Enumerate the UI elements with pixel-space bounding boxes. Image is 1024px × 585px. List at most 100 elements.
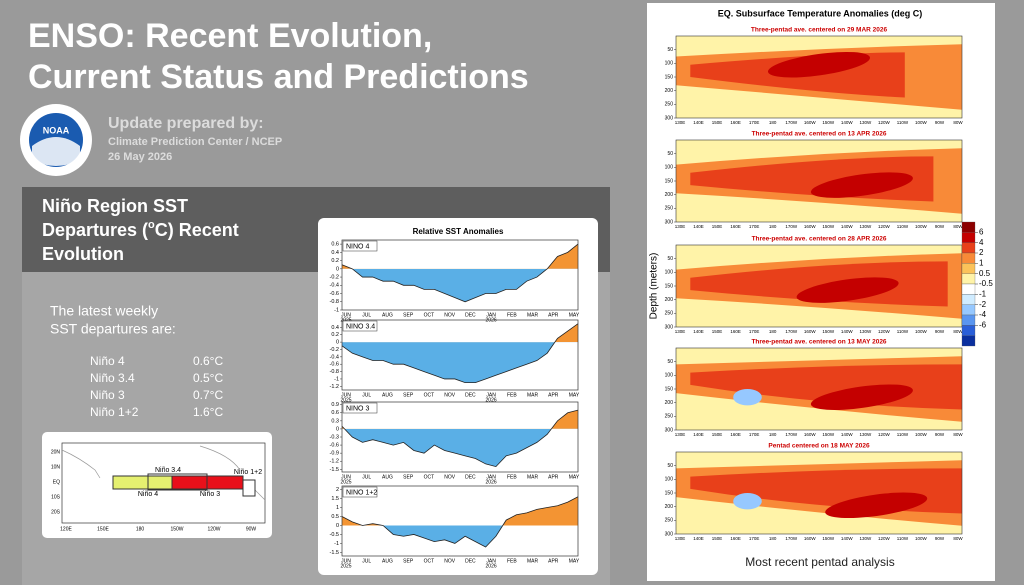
lon-label: 90W [935, 432, 945, 437]
series-line [341, 243, 579, 303]
year-label: 2026 [486, 479, 497, 485]
lat-label: EQ [53, 479, 60, 485]
month-label: AUG [382, 474, 393, 480]
month-label: AUG [382, 392, 393, 398]
month-label: OCT [424, 474, 435, 480]
y-tick-label: 0.6 [331, 242, 339, 248]
panel-title: Pentad centered on 18 MAY 2026 [768, 443, 870, 450]
lon-label: 110W [897, 224, 909, 229]
month-label: APR [548, 312, 559, 318]
lon-label: 100W [915, 536, 928, 541]
month-label: JUN [341, 558, 351, 564]
month-label: JUL [362, 558, 371, 564]
y-tick-label: -0.9 [330, 451, 339, 457]
lon-label: 160W [804, 432, 817, 437]
sst-title: Relative SST Anomalies [413, 227, 504, 236]
month-label: APR [548, 392, 559, 398]
nino12-box [242, 479, 256, 497]
y-tick-label: -0.6 [330, 291, 339, 297]
depth-label: 300 [665, 324, 674, 330]
lon-label: 140W [841, 120, 854, 125]
colorbar-cell [961, 283, 976, 295]
colorbar-label: -0.5 [979, 279, 993, 288]
region-label: Niño 3 [200, 491, 220, 498]
logo-wave [32, 137, 80, 166]
lon-label: 130E [675, 432, 686, 437]
lon-label: 150E [712, 432, 723, 437]
month-label: DEC [465, 474, 476, 480]
month-label: JAN [486, 474, 496, 480]
lat-label: 20S [51, 509, 61, 515]
lon-label: 110W [897, 329, 909, 334]
lon-label: 170E [749, 432, 760, 437]
month-label: JUN [341, 474, 351, 480]
lon-label: 140W [841, 536, 854, 541]
depth-label: 200 [665, 400, 674, 406]
depth-label: 50 [667, 256, 673, 262]
section-title: Niño Region SST [42, 196, 188, 216]
month-label: MAR [527, 312, 539, 318]
lon-label: 120W [878, 432, 891, 437]
y-tick-label: 0.5 [331, 514, 339, 520]
month-label: OCT [424, 312, 435, 318]
month-label: APR [548, 558, 559, 564]
lon-label: 120W [878, 536, 891, 541]
lon-label: 160E [730, 224, 741, 229]
lon-label: 150E [712, 536, 723, 541]
depth-label: 250 [665, 518, 674, 524]
positive-area [342, 244, 578, 269]
colorbar-cell [961, 263, 976, 274]
series-line [341, 323, 579, 384]
lon-label: 180 [136, 526, 145, 532]
lon-label: 80W [953, 432, 963, 437]
panel-label: NINO 1+2 [346, 489, 377, 496]
lon-label: 140E [693, 536, 704, 541]
depth-label: 150 [665, 74, 674, 80]
colorbar-cell [961, 221, 976, 233]
y-tick-label: -1.5 [330, 550, 339, 556]
lon-label: 100W [915, 224, 928, 229]
lon-label: 160E [730, 120, 741, 125]
month-label: JAN [486, 312, 496, 318]
nino4-box [112, 475, 173, 490]
month-label: NOV [444, 392, 456, 398]
depth-label: 100 [665, 373, 674, 379]
panel-label: NINO 3.4 [346, 323, 375, 330]
depth-label: 300 [665, 219, 674, 225]
month-label: AUG [382, 312, 393, 318]
negative-area [342, 342, 555, 383]
year-label: 2025 [340, 479, 351, 485]
lon-label: 140E [693, 432, 704, 437]
depth-label: 250 [665, 206, 674, 212]
depth-label: 100 [665, 477, 674, 483]
region-label: Niño 4 [138, 491, 158, 498]
lon-label: 150E [712, 120, 723, 125]
colorbar-label: -4 [979, 310, 987, 319]
region-label: Niño 1+2 [234, 469, 262, 476]
y-tick-label: 0.4 [331, 325, 339, 331]
colorbar-cell [961, 252, 976, 264]
colorbar-label: 2 [979, 248, 984, 257]
month-label: SEP [403, 474, 414, 480]
y-tick-label: 0.9 [331, 402, 339, 408]
depth-label: 250 [665, 311, 674, 317]
year-label: 2026 [486, 397, 497, 403]
negative-area [342, 268, 578, 302]
y-tick-label: -1.2 [330, 459, 339, 465]
y-tick-label: 0 [336, 266, 339, 272]
lon-label: 180 [769, 329, 777, 334]
month-label: JUN [341, 312, 351, 318]
y-tick-label: 0.2 [331, 332, 339, 338]
field-core [810, 172, 913, 198]
month-label: APR [548, 474, 559, 480]
depth-label: 50 [667, 463, 673, 469]
update-heading: Update prepared by: [108, 115, 264, 132]
lon-label: 150W [822, 224, 835, 229]
depth-label: 200 [665, 192, 674, 198]
y-tick-label: -0.3 [330, 434, 339, 440]
y-tick-label: 0.3 [331, 418, 339, 424]
colorbar-label: 6 [979, 227, 984, 236]
lon-label: 130E [675, 224, 686, 229]
